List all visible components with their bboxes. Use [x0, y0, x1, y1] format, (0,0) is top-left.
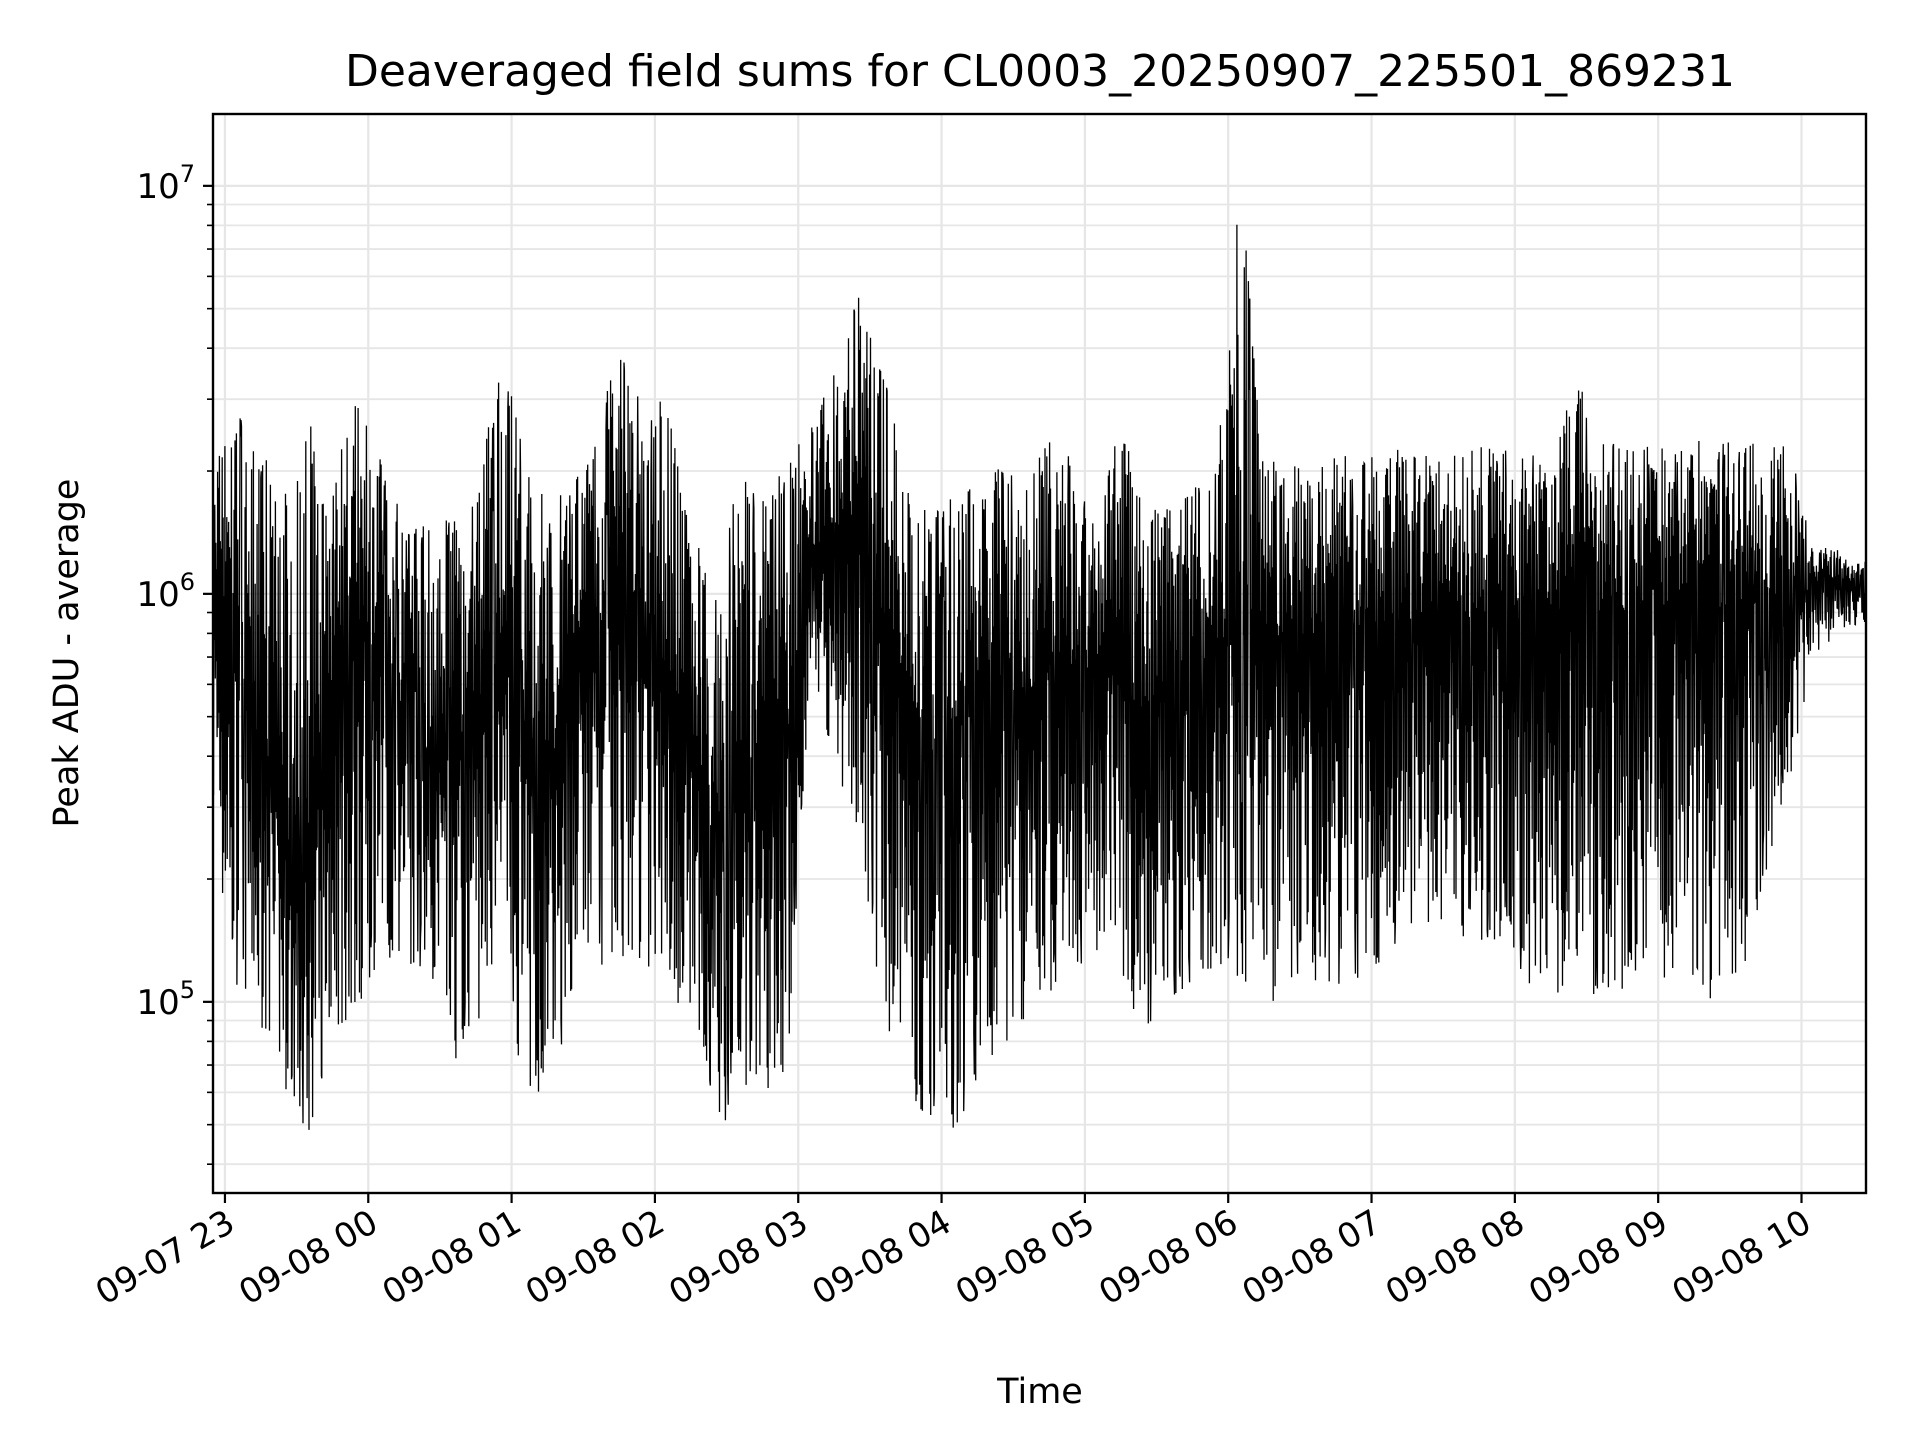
- chart-title: Deaveraged field sums for CL0003_2025090…: [345, 46, 1735, 97]
- y-tick-label: 107: [136, 160, 195, 207]
- y-axis-label: Peak ADU - average: [47, 479, 87, 828]
- y-tick-label: 106: [136, 568, 195, 615]
- y-axis: 105 106 107: [136, 160, 213, 1166]
- x-axis-label: Time: [996, 1372, 1083, 1412]
- plot-frame: [211, 112, 1868, 1195]
- y-tick-label: 105: [136, 976, 195, 1023]
- series-line: [213, 224, 1866, 1130]
- series-path: [213, 224, 1866, 1130]
